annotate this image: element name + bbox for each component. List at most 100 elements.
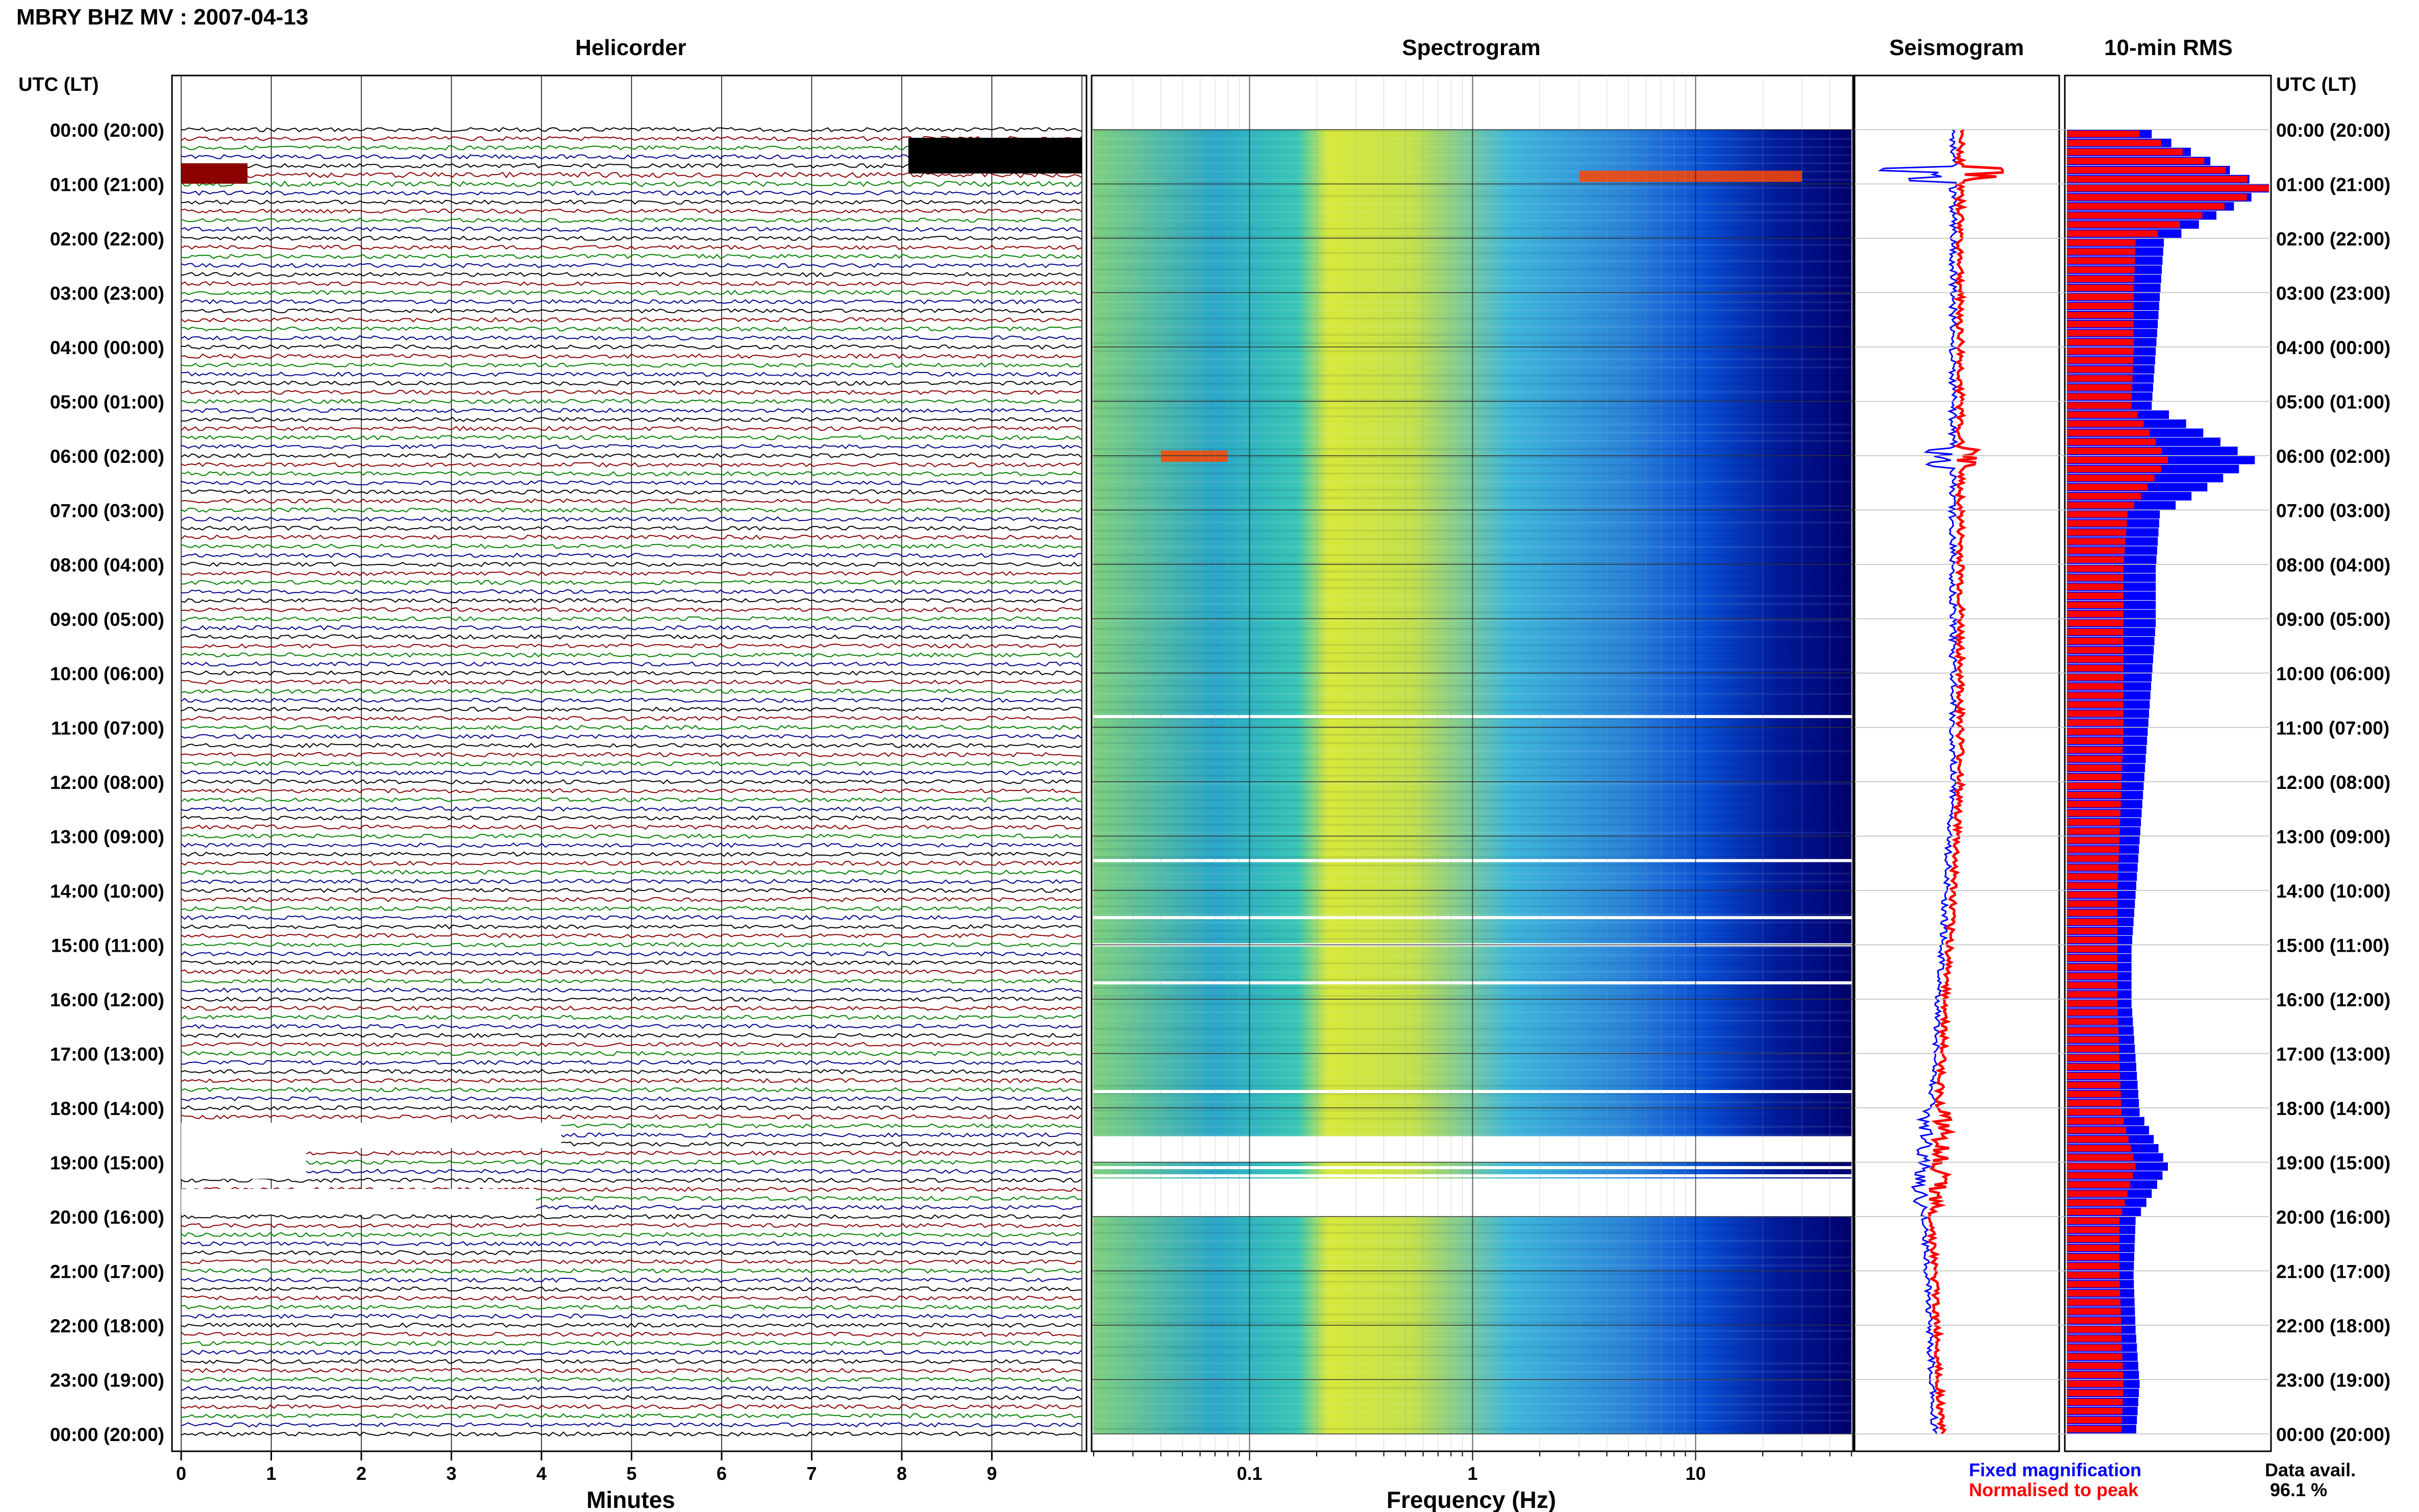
rms-bar-normalised [2067,293,2134,301]
minute-tick-label: 6 [717,1463,727,1484]
helicorder-trace [181,1059,1082,1065]
rms-bar-normalised [2067,1136,2129,1143]
rms-bar-normalised [2067,1208,2122,1215]
rms-bar-normalised [2067,1326,2121,1333]
rms-bar-normalised [2067,1145,2131,1152]
helicorder-trace [181,244,1082,251]
rms-bar-normalised [2067,955,2117,961]
rms-bar-normalised [2067,1272,2119,1279]
time-label-right: 01:00 (21:00) [2276,175,2390,195]
time-label-left: 23:00 (19:00) [50,1370,164,1391]
time-label-left: 17:00 (13:00) [50,1044,164,1065]
helicorder-trace [181,1169,1082,1174]
rms-bar-normalised [2067,1290,2120,1297]
rms-bar-normalised [2067,167,2226,173]
seismogram-panel [1854,75,2060,1452]
helicorder-trace [181,1042,1082,1048]
time-label-right: 02:00 (22:00) [2276,229,2390,250]
rms-bar-normalised [2067,1317,2121,1324]
rms-bar-normalised [2067,909,2117,916]
spectrogram-event [1161,451,1228,462]
helicorder-trace [181,951,1082,957]
rms-bar-normalised [2067,828,2120,835]
helicorder-trace [181,706,1082,712]
frequency-tick-label: 0.1 [1237,1463,1262,1484]
helicorder-trace [181,407,1082,413]
helicorder-trace [181,1431,1082,1437]
rms-bar-normalised [2067,819,2120,826]
left-axis-header: UTC (LT) [18,74,99,95]
rms-bar-normalised [2067,583,2124,590]
rms-bar-normalised [2067,1109,2121,1116]
rms-bar-normalised [2067,538,2126,545]
helicorder-trace [181,353,1082,359]
helicorder-trace [181,1051,1082,1056]
helicorder-trace [181,914,1082,921]
rms-bar-normalised [2067,683,2124,690]
rms-bar-normalised [2067,176,2248,183]
helicorder-trace [181,725,1082,730]
rms-bar-normalised [2067,429,2150,436]
time-label-right: 23:00 (19:00) [2276,1370,2390,1391]
helicorder-trace [181,180,1082,187]
time-label-left: 00:00 (20:00) [50,1424,164,1445]
time-label-left: 21:00 (17:00) [50,1261,164,1282]
rms-bar-normalised [2067,1036,2119,1043]
helicorder-trace [181,136,1082,142]
rms-bar-normalised [2067,964,2117,971]
time-label-right: 05:00 (01:00) [2276,392,2390,413]
rms-bar-normalised [2067,511,2128,518]
helicorder-trace [181,534,1081,540]
time-label-left: 14:00 (10:00) [50,881,164,902]
helicorder-trace [181,734,1082,739]
spectrogram-title: Spectrogram [1402,35,1540,60]
rms-bar-normalised [2067,1335,2122,1342]
rms-bar-normalised [2067,846,2119,853]
rms-bar-normalised [2067,873,2118,880]
minute-tick-label: 1 [266,1463,276,1484]
rms-bar-normalised [2067,1000,2117,1007]
rms-bar-normalised [2067,1399,2123,1405]
rms-bar-normalised [2067,1344,2122,1351]
seismogram-title: Seismogram [1889,35,2024,60]
rms-bar-normalised [2067,203,2225,210]
rms-bar-normalised [2067,366,2133,373]
helicorder-trace [181,489,1082,495]
helicorder-trace [181,426,1082,432]
helicorder-trace [181,1395,1082,1401]
helicorder-trace [181,1024,1082,1029]
rms-bar-normalised [2067,556,2125,563]
rms-bar-normalised [2067,656,2124,663]
rms-bar-normalised [2067,864,2118,871]
rms-bar-normalised [2067,946,2117,953]
helicorder-trace [181,335,1082,341]
rms-bar-normalised [2067,1426,2122,1432]
minute-tick-label: 4 [536,1463,547,1484]
frequency-tick-label: 10 [1686,1463,1706,1484]
rms-bar-normalised [2067,855,2119,862]
rms-bar-normalised [2067,375,2133,382]
helicorder-trace [181,480,1082,486]
rms-bar-normalised [2067,610,2124,617]
time-label-right: 19:00 (15:00) [2276,1153,2390,1174]
rms-bar-normalised [2067,629,2124,635]
helicorder-trace [181,1005,1082,1011]
rms-bar-normalised [2067,1254,2119,1260]
helicorder-traces [181,76,1082,1451]
helicorder-trace [181,996,1082,1002]
time-label-left: 15:00 (11:00) [51,935,164,956]
helicorder-trace [181,1014,1082,1020]
helicorder-trace [181,661,1082,667]
rms-title: 10-min RMS [2104,35,2233,60]
helicorder-trace [181,906,1082,911]
time-label-right: 03:00 (23:00) [2276,283,2390,304]
rms-bar-normalised [2067,320,2134,328]
rms-bar-normalised [2067,928,2117,934]
rms-bar-normalised [2067,520,2127,527]
minute-tick-label: 9 [986,1463,997,1484]
rms-bar-normalised [2067,1009,2118,1016]
time-label-right: 11:00 (07:00) [2276,718,2389,739]
chart-title: MBRY BHZ MV : 2007-04-13 [16,5,308,30]
helicorder-trace [181,715,1082,721]
time-label-right: 04:00 (00:00) [2276,337,2390,358]
